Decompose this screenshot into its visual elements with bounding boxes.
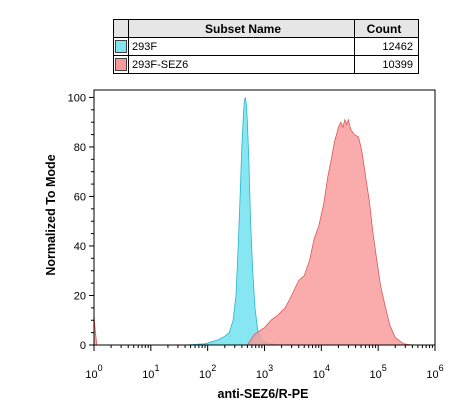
legend-row: 293F-SEZ6 10399 xyxy=(113,55,419,74)
series-layer xyxy=(93,97,413,346)
y-tick-label: 20 xyxy=(74,290,86,302)
x-tick-label: 105 xyxy=(370,363,387,381)
legend-table: Subset Name Count 293F 12462 293F-SEZ6 1… xyxy=(113,19,419,74)
legend-count: 10399 xyxy=(354,55,419,74)
legend-header-subset-name: Subset Name xyxy=(128,19,355,38)
y-tick-label: 0 xyxy=(80,340,86,352)
x-axis-label: anti-SEZ6/R-PE xyxy=(218,387,309,401)
y-tick-label: 40 xyxy=(74,241,86,253)
y-tick-label: 100 xyxy=(68,92,86,104)
legend-subset-name: 293F-SEZ6 xyxy=(128,55,355,74)
series-area-293f xyxy=(185,97,282,346)
series-area-293f-sez6 xyxy=(93,118,413,346)
y-tick-label: 60 xyxy=(74,191,86,203)
x-tick-label: 104 xyxy=(313,363,330,381)
x-tick-label: 103 xyxy=(256,363,273,381)
x-tick-label: 100 xyxy=(85,363,102,381)
legend-swatch-293f xyxy=(115,40,127,53)
y-tick-label: 80 xyxy=(74,142,86,154)
legend-swatch-293f-sez6 xyxy=(115,58,127,71)
x-tick-label: 102 xyxy=(199,363,216,381)
x-tick-label: 106 xyxy=(426,363,443,381)
axis-layer: 0 20 40 60 80 100 100 101 102 103 104 105 106 xyxy=(68,92,444,381)
y-axis-label: Normalized To Mode xyxy=(44,154,58,275)
x-tick-label: 101 xyxy=(142,363,159,381)
